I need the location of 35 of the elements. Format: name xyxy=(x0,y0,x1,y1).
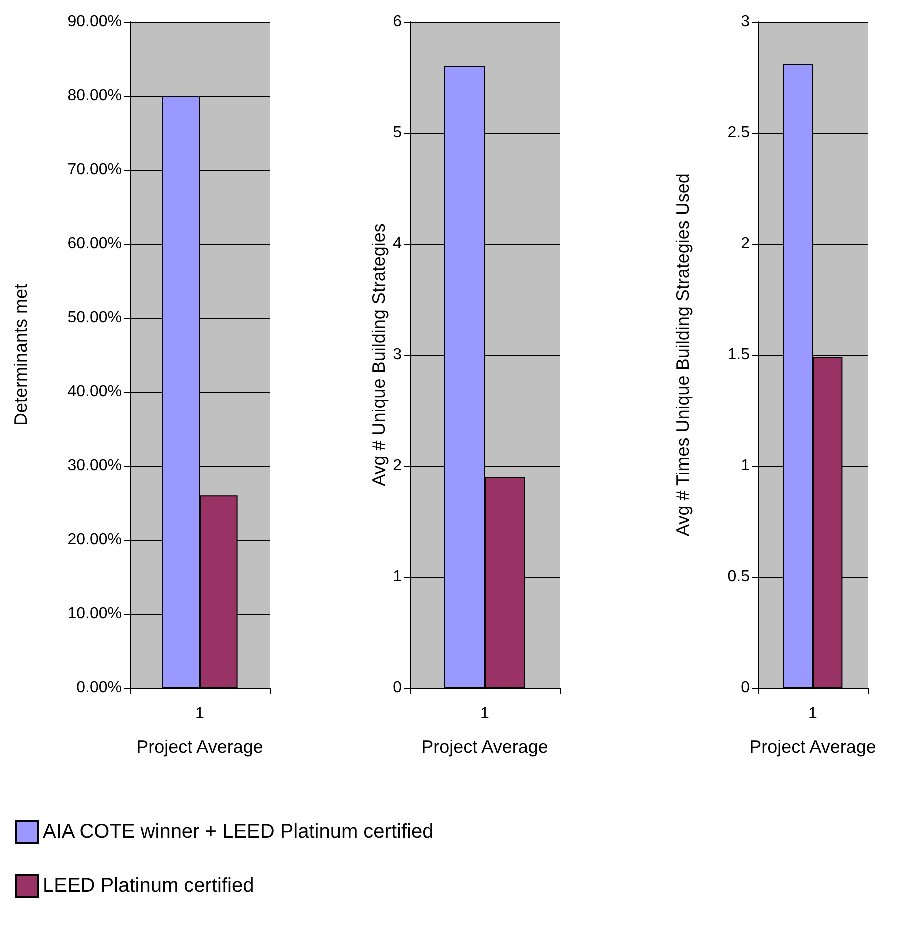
legend-label: AIA COTE winner + LEED Platinum certified xyxy=(43,821,434,843)
x-axis-title: Project Average xyxy=(136,737,264,757)
y-tick-label: 10.00% xyxy=(68,606,122,622)
y-tick-label: 0 xyxy=(741,680,750,696)
y-tick-label: 5 xyxy=(393,124,402,142)
y-axis-title: Avg # Unique Building Strategies xyxy=(369,224,389,486)
y-tick-label: 0.5 xyxy=(728,568,750,586)
y-tick-label: 1 xyxy=(741,458,750,474)
y-axis-title: Avg # Times Unique Building Strategies Used xyxy=(673,174,693,536)
y-tick-label: 2 xyxy=(741,236,750,252)
y-tick-label: 0.00% xyxy=(76,680,122,696)
x-axis-title: Project Average xyxy=(422,737,548,757)
y-tick-label: 50.00% xyxy=(68,310,122,326)
x-tick-label: 1 xyxy=(808,706,818,722)
x-tick-label: 1 xyxy=(480,706,490,722)
y-axis-title: Determinants met xyxy=(11,284,31,426)
legend-label: LEED Platinum certified xyxy=(43,875,254,897)
y-tick-label: 60.00% xyxy=(68,236,122,252)
x-tick-label: 1 xyxy=(196,706,205,722)
y-tick-label: 40.00% xyxy=(68,384,122,400)
y-tick-label: 70.00% xyxy=(68,162,122,178)
y-tick-label: 1.5 xyxy=(728,346,750,364)
y-tick-label: 80.00% xyxy=(68,88,122,104)
y-tick-label: 20.00% xyxy=(68,532,122,548)
y-tick-label: 6 xyxy=(393,14,402,30)
y-tick-label: 3 xyxy=(741,14,750,30)
y-tick-label: 4 xyxy=(393,236,402,252)
y-tick-label: 1 xyxy=(393,568,402,586)
y-tick-label: 3 xyxy=(393,346,402,364)
y-tick-label: 30.00% xyxy=(68,458,122,474)
y-tick-label: 2 xyxy=(393,458,402,474)
x-axis-title: Project Average xyxy=(750,737,876,757)
y-tick-label: 2.5 xyxy=(728,124,750,142)
y-tick-label: 90.00% xyxy=(68,14,122,30)
y-tick-label: 0 xyxy=(393,680,402,696)
